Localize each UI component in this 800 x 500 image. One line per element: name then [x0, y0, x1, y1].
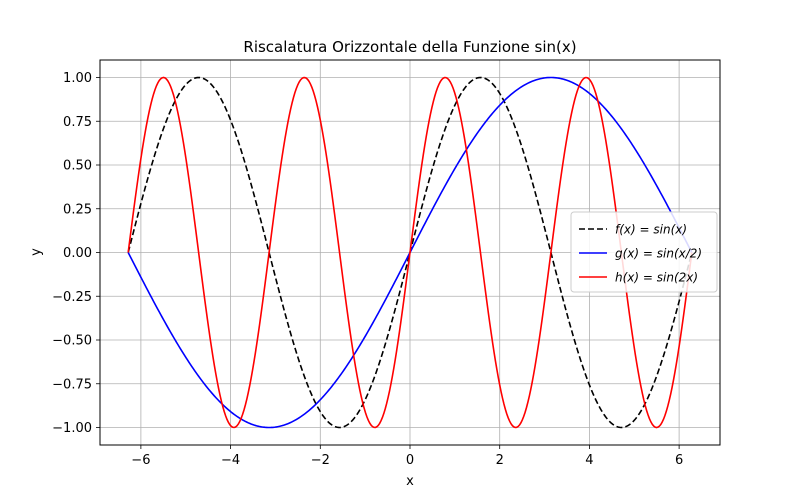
- y-tick-label: −0.25: [52, 290, 92, 305]
- legend-label: f(x) = sin(x): [615, 223, 687, 237]
- legend-label: g(x) = sin(x/2): [615, 247, 702, 261]
- x-tick-label: 4: [585, 453, 593, 468]
- x-tick-label: 6: [675, 453, 683, 468]
- x-tick-label: −4: [221, 453, 240, 468]
- y-tick-label: −0.75: [52, 377, 92, 392]
- y-tick-label: −0.50: [52, 334, 92, 349]
- y-tick-label: 1.00: [63, 71, 92, 86]
- y-tick-label: −1.00: [52, 421, 92, 436]
- series-layer: [127, 76, 693, 429]
- x-tick-label: 0: [406, 453, 414, 468]
- x-tick-label: −2: [311, 453, 330, 468]
- legend: f(x) = sin(x) g(x) = sin(x/2) h(x) = sin(2…: [570, 211, 718, 293]
- x-axis-label: x: [406, 474, 414, 489]
- y-axis: −1.00 −0.75 −0.50 −0.25 0.00 0.25 0.50 0.75 1.00: [52, 71, 100, 436]
- y-tick-label: 0.50: [63, 159, 92, 174]
- y-tick-label: 0.00: [63, 246, 92, 261]
- x-axis: −6 −4 −2 0 2 4 6: [131, 445, 683, 468]
- y-axis-label: y: [29, 248, 44, 256]
- legend-box: [570, 211, 718, 293]
- series-line-3: [127, 76, 693, 429]
- chart-title: Riscalatura Orizzontale della Funzione s…: [243, 38, 576, 56]
- x-tick-label: 2: [496, 453, 504, 468]
- y-tick-label: 0.25: [63, 202, 92, 217]
- y-tick-label: 0.75: [63, 115, 92, 130]
- legend-label: h(x) = sin(2x): [615, 271, 698, 285]
- x-tick-label: −6: [131, 453, 150, 468]
